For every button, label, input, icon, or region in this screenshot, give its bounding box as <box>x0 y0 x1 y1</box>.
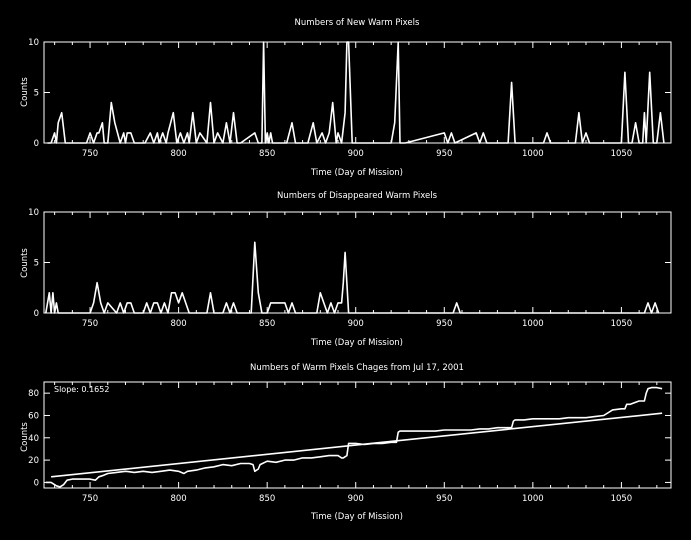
y-tick-label: 20 <box>28 456 39 466</box>
x-tick-label: 800 <box>170 149 186 159</box>
y-tick-label: 80 <box>28 389 39 399</box>
y-axis-label: Counts <box>20 422 30 452</box>
panel-title: Numbers of Warm Pixels Chages from Jul 1… <box>250 363 464 373</box>
y-tick-label: 0 <box>34 478 39 488</box>
plot-frame <box>43 381 672 489</box>
x-tick-label: 850 <box>259 149 275 159</box>
x-axis-label: Time (Day of Mission) <box>310 168 403 178</box>
x-tick-label: 900 <box>348 319 364 329</box>
x-tick-label: 1000 <box>522 319 544 329</box>
axis-ticks: 750 800 850 900 950 1000 1050 0 5 10 <box>28 208 671 329</box>
x-tick-label: 1050 <box>611 494 633 504</box>
axis-ticks: 750 800 850 900 950 1000 1050 0 20 40 60 80 <box>28 382 671 504</box>
x-tick-label: 750 <box>82 149 98 159</box>
y-tick-label: 0 <box>34 309 39 319</box>
x-tick-label: 1050 <box>611 149 633 159</box>
x-tick-label: 1000 <box>522 494 544 504</box>
x-tick-label: 800 <box>170 494 186 504</box>
fit-line <box>51 412 663 478</box>
y-tick-label: 5 <box>34 259 39 269</box>
y-axis-label: Counts <box>20 77 30 107</box>
x-tick-label: 850 <box>259 319 275 329</box>
y-tick-label: 60 <box>28 411 39 421</box>
x-tick-label: 900 <box>348 149 364 159</box>
x-tick-label: 1050 <box>611 319 633 329</box>
series-line <box>47 41 665 144</box>
panel-title: Numbers of Disappeared Warm Pixels <box>277 191 438 201</box>
y-axis-label: Counts <box>20 248 30 278</box>
x-axis-label: Time (Day of Mission) <box>310 338 403 348</box>
x-tick-label: 950 <box>436 319 452 329</box>
x-tick-label: 1000 <box>522 149 544 159</box>
slope-annotation: Slope: 0.1652 <box>54 385 109 394</box>
x-tick-label: 950 <box>436 494 452 504</box>
x-tick-label: 900 <box>348 494 364 504</box>
disappeared-warm-pixels-panel: Numbers of Disappeared Warm Pixels Time … <box>20 191 672 348</box>
x-tick-label: 850 <box>259 494 275 504</box>
x-axis-label: Time (Day of Mission) <box>310 512 403 522</box>
data-marks <box>45 386 663 488</box>
new-warm-pixels-panel: Numbers of New Warm Pixels Time (Day of … <box>20 18 672 178</box>
x-tick-label: 950 <box>436 149 452 159</box>
y-tick-label: 0 <box>34 139 39 149</box>
y-tick-label: 10 <box>28 38 39 48</box>
panel-title: Numbers of New Warm Pixels <box>295 18 420 28</box>
x-tick-label: 750 <box>82 319 98 329</box>
y-tick-label: 5 <box>34 89 39 99</box>
data-marks <box>45 241 660 314</box>
data-marks <box>47 41 665 144</box>
axis-ticks: 750 800 850 900 950 1000 1050 0 5 10 <box>28 38 671 159</box>
x-tick-label: 750 <box>82 494 98 504</box>
y-tick-label: 40 <box>28 434 39 444</box>
series-line <box>45 386 663 488</box>
y-tick-label: 10 <box>28 208 39 218</box>
warm-pixel-changes-panel: Numbers of Warm Pixels Chages from Jul 1… <box>20 363 672 522</box>
x-tick-label: 800 <box>170 319 186 329</box>
series-line <box>45 241 660 314</box>
